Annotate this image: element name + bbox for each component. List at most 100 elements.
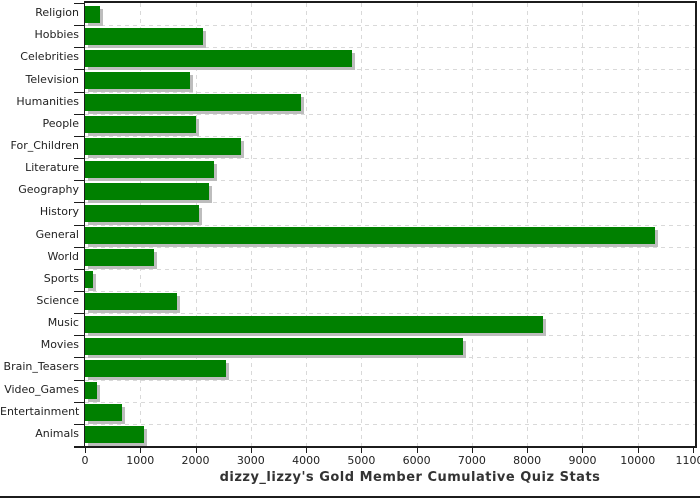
bar-for_children xyxy=(85,138,241,155)
category-label: History xyxy=(39,205,79,219)
x-axis-tick-label: 3000 xyxy=(236,454,265,467)
x-axis-tick xyxy=(416,448,418,453)
x-axis-tick-label: 4000 xyxy=(292,454,321,467)
y-axis-tick xyxy=(74,3,85,4)
y-axis-tick xyxy=(74,158,85,160)
y-axis-tick xyxy=(74,113,85,115)
x-axis-tick-label: 0 xyxy=(81,454,89,467)
x-axis-tick xyxy=(471,448,473,453)
x-axis-tick xyxy=(582,448,584,453)
x-axis-tick xyxy=(361,448,363,453)
x-axis-tick-label: 7000 xyxy=(457,454,486,467)
bar-literature xyxy=(85,161,214,178)
bar-entertainment xyxy=(85,404,122,421)
x-axis-tick-label: 2000 xyxy=(181,454,210,467)
y-axis-tick xyxy=(74,224,85,226)
bar-history xyxy=(85,205,199,222)
x-axis-tick-label: 5000 xyxy=(347,454,376,467)
y-axis-tick xyxy=(74,335,85,337)
bar-hobbies xyxy=(85,28,203,45)
bar-people xyxy=(85,116,196,133)
x-axis-tick xyxy=(693,448,694,453)
category-label: Literature xyxy=(25,161,79,175)
horizontal-gridline xyxy=(85,135,695,137)
y-axis-tick xyxy=(74,313,85,315)
x-axis-tick xyxy=(85,448,86,453)
y-axis-tick xyxy=(74,47,85,49)
bar-geography xyxy=(85,183,209,200)
horizontal-gridline xyxy=(85,91,695,93)
category-label: Sports xyxy=(43,271,79,285)
horizontal-gridline xyxy=(85,158,695,160)
plot-area xyxy=(74,1,697,453)
y-axis-tick xyxy=(74,69,85,71)
horizontal-gridline xyxy=(85,180,695,182)
bar-animals xyxy=(85,426,144,443)
category-label: Movies xyxy=(40,338,79,352)
y-axis-tick xyxy=(74,401,85,403)
horizontal-gridline xyxy=(85,401,695,403)
category-label: Religion xyxy=(35,6,79,20)
bar-television xyxy=(85,72,190,89)
horizontal-gridline xyxy=(85,69,695,71)
x-axis-tick-label: 1000 xyxy=(126,454,155,467)
category-label: Hobbies xyxy=(34,28,79,42)
category-label: General xyxy=(35,227,79,241)
x-axis-tick xyxy=(250,448,252,453)
horizontal-gridline xyxy=(85,25,695,27)
bar-general xyxy=(85,227,655,244)
y-axis-tick xyxy=(74,246,85,248)
category-label: Science xyxy=(36,294,79,308)
y-axis-tick xyxy=(74,268,85,270)
x-axis-tick-label: 8000 xyxy=(513,454,542,467)
horizontal-gridline xyxy=(85,202,695,204)
category-label: Animals xyxy=(35,426,79,440)
category-label: People xyxy=(42,116,79,130)
y-axis-tick xyxy=(74,379,85,381)
y-axis-tick xyxy=(74,25,85,27)
y-axis-tick xyxy=(74,423,85,425)
x-axis-tick xyxy=(195,448,197,453)
category-label: World xyxy=(47,249,79,263)
category-label: Brain_Teasers xyxy=(3,360,79,374)
bar-humanities xyxy=(85,94,301,111)
horizontal-gridline xyxy=(85,313,695,315)
x-axis-tick-label: 10000 xyxy=(620,454,656,467)
y-axis-tick xyxy=(74,290,85,292)
category-label: Humanities xyxy=(16,94,79,108)
horizontal-gridline xyxy=(85,224,695,226)
x-axis-tick-label: 11000 xyxy=(675,454,700,467)
horizontal-gridline xyxy=(85,113,695,115)
bar-world xyxy=(85,249,154,266)
horizontal-gridline xyxy=(85,423,695,425)
category-label: Celebrities xyxy=(20,50,79,64)
bar-movies xyxy=(85,338,463,355)
category-label: Television xyxy=(25,72,80,86)
horizontal-gridline xyxy=(85,290,695,292)
y-axis-tick xyxy=(74,357,85,359)
x-axis-left-stub xyxy=(74,446,86,448)
x-axis-tick-label: 9000 xyxy=(568,454,597,467)
bar-sports xyxy=(85,271,93,288)
category-label: Geography xyxy=(18,183,79,197)
horizontal-gridline xyxy=(85,47,695,49)
bar-brain_teasers xyxy=(85,360,226,377)
bar-video_games xyxy=(85,382,97,399)
category-label: Entertainment xyxy=(0,404,80,418)
category-label: Music xyxy=(47,316,79,330)
y-axis-tick xyxy=(74,180,85,182)
x-axis-tick-label: 6000 xyxy=(402,454,431,467)
bottom-divider-line xyxy=(0,496,700,498)
horizontal-gridline xyxy=(85,268,695,270)
x-axis-tick xyxy=(140,448,142,453)
bar-science xyxy=(85,293,177,310)
chart-title: dizzy_lizzy's Gold Member Cumulative Qui… xyxy=(219,470,601,485)
category-label: Video_Games xyxy=(4,382,79,396)
bar-religion xyxy=(85,6,100,23)
x-axis-tick xyxy=(637,448,639,453)
category-label: For_Children xyxy=(10,138,79,152)
x-axis-tick xyxy=(306,448,308,453)
bar-celebrities xyxy=(85,50,352,67)
y-axis-tick xyxy=(74,202,85,204)
